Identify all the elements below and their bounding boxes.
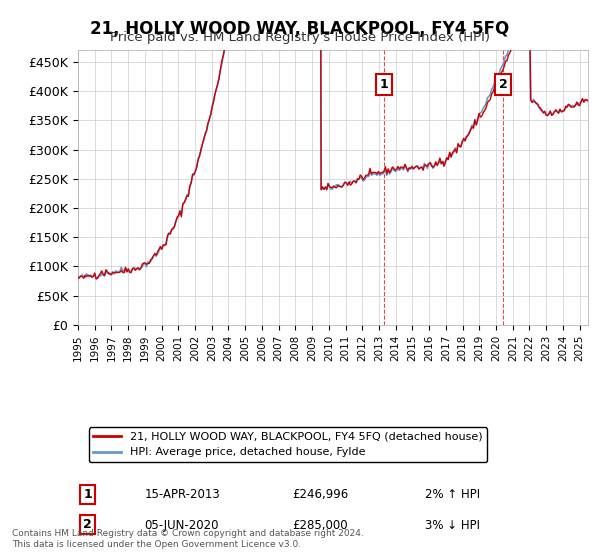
- Text: £246,996: £246,996: [292, 488, 349, 501]
- Text: 2: 2: [499, 78, 508, 91]
- Text: 2% ↑ HPI: 2% ↑ HPI: [425, 488, 480, 501]
- Text: Contains HM Land Registry data © Crown copyright and database right 2024.
This d: Contains HM Land Registry data © Crown c…: [12, 529, 364, 549]
- Text: 1: 1: [83, 488, 92, 501]
- Text: 2: 2: [83, 518, 92, 531]
- Text: 21, HOLLY WOOD WAY, BLACKPOOL, FY4 5FQ: 21, HOLLY WOOD WAY, BLACKPOOL, FY4 5FQ: [91, 20, 509, 38]
- Text: 3% ↓ HPI: 3% ↓ HPI: [425, 519, 480, 531]
- Legend: 21, HOLLY WOOD WAY, BLACKPOOL, FY4 5FQ (detached house), HPI: Average price, det: 21, HOLLY WOOD WAY, BLACKPOOL, FY4 5FQ (…: [89, 427, 487, 462]
- Text: 15-APR-2013: 15-APR-2013: [145, 488, 220, 501]
- Text: Price paid vs. HM Land Registry's House Price Index (HPI): Price paid vs. HM Land Registry's House …: [110, 31, 490, 44]
- Text: £285,000: £285,000: [292, 519, 348, 531]
- Text: 1: 1: [379, 78, 388, 91]
- Text: 05-JUN-2020: 05-JUN-2020: [145, 519, 219, 531]
